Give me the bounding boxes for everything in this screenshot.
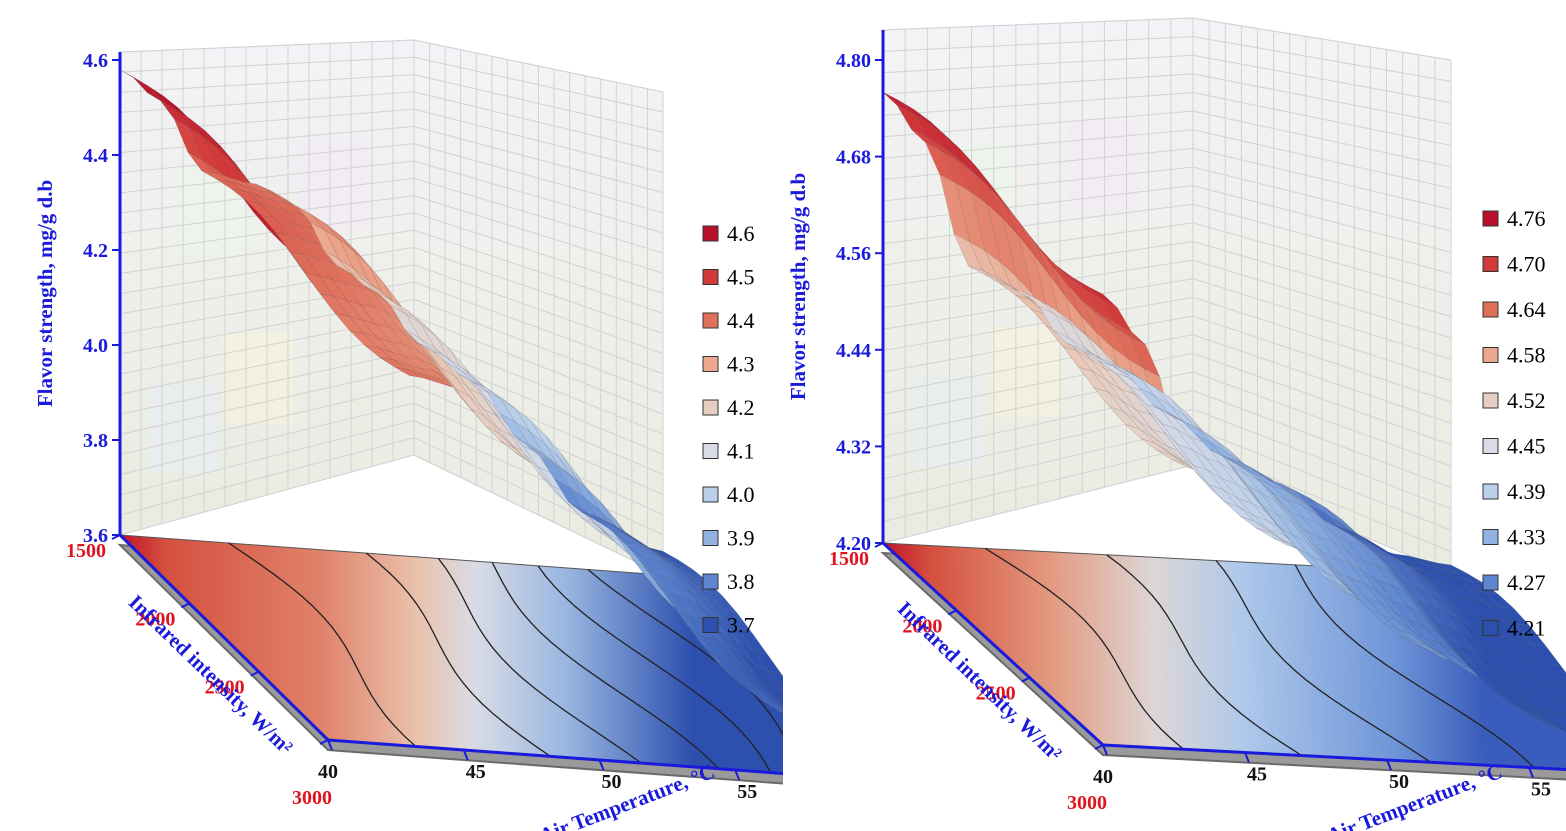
z-tick-label: 3.8	[83, 430, 108, 452]
x-tick-mark	[734, 769, 741, 781]
legend-label: 4.21	[1507, 616, 1546, 641]
legend-swatch	[1482, 483, 1499, 500]
surface-plot-1: 3.63.84.04.24.44.64045505560150020002500…	[33, 39, 783, 831]
x-tick-label: 55	[1531, 779, 1551, 801]
x-tick-label: 45	[1247, 764, 1267, 786]
x-tick-label: 40	[318, 761, 338, 783]
z-axis-title: Flavor strength, mg/g d.b	[33, 180, 57, 407]
y-tick-mark	[1094, 744, 1104, 750]
z-tick-label: 4.20	[836, 533, 871, 555]
legend-label: 4.52	[1507, 388, 1546, 413]
y-tick-mark	[319, 739, 329, 745]
legend-label: 4.76	[1507, 206, 1546, 231]
z-tick-label: 4.0	[83, 335, 108, 357]
y-tick-mark	[111, 534, 121, 540]
legend-swatch	[702, 486, 719, 503]
surface-plot-2: 4.204.324.444.564.684.804045505560150020…	[786, 17, 1566, 831]
legend-label: 4.2	[727, 395, 755, 420]
wall-shade	[991, 326, 1062, 417]
z-tick-label: 4.2	[83, 240, 108, 262]
legend-label: 4.58	[1507, 343, 1546, 368]
legend-swatch	[1482, 301, 1499, 318]
legend-label: 4.3	[727, 352, 755, 377]
y-tick-label: 3000	[1067, 792, 1107, 814]
legend-swatch	[702, 399, 719, 416]
y-tick-label: 2500	[205, 677, 245, 699]
z-tick-label: 4.44	[836, 340, 871, 362]
z-tick-label: 4.4	[83, 145, 108, 167]
legend-swatch	[702, 225, 719, 242]
chart-panel-right: 4.204.324.444.564.684.804045505560150020…	[783, 0, 1566, 831]
y-tick-label: 2000	[902, 615, 942, 637]
y-tick-mark	[250, 670, 260, 677]
z-tick-label: 4.32	[836, 436, 871, 458]
x-tick-label: 45	[466, 761, 486, 783]
z-tick-label: 4.6	[83, 50, 108, 72]
y-tick-label: 1500	[66, 540, 106, 562]
chart-panel-left: 3.63.84.04.24.44.64045505560150020002500…	[33, 39, 783, 831]
legend-swatch	[1482, 256, 1499, 272]
legend-swatch	[702, 617, 719, 633]
x-tick-label: 50	[602, 771, 622, 793]
surface-mesh	[119, 69, 783, 714]
legend-label: 4.0	[727, 482, 755, 507]
x-tick-mark	[327, 739, 333, 751]
legend-label: 4.70	[1507, 252, 1546, 277]
y-tick-mark	[1021, 676, 1031, 683]
legend-swatch	[702, 530, 719, 546]
legend-label: 4.6	[727, 221, 755, 246]
y-axis-line	[881, 541, 1105, 747]
x-tick-label: 55	[737, 781, 757, 803]
legend-swatch	[1482, 529, 1499, 545]
y-tick-label: 1500	[829, 548, 869, 570]
y-tick-mark	[947, 609, 957, 616]
legend-label: 3.9	[727, 526, 755, 551]
legend-swatch	[702, 269, 719, 285]
x-tick-label: 40	[1093, 766, 1113, 788]
legend-label: 4.5	[727, 265, 755, 290]
legend-label: 4.33	[1507, 525, 1546, 550]
surface-mesh	[882, 92, 1566, 733]
x-tick-mark	[1528, 767, 1534, 778]
legend-label: 4.27	[1507, 570, 1546, 595]
x-tick-mark	[598, 759, 605, 771]
legend-swatch	[1482, 210, 1499, 227]
x-tick-label: 50	[1389, 771, 1409, 793]
legend-swatch	[702, 573, 719, 590]
y-tick-label: 2000	[135, 608, 175, 630]
legend-swatch	[1482, 347, 1499, 363]
legend-swatch	[702, 443, 719, 459]
legend-label: 4.39	[1507, 479, 1546, 504]
legend-swatch	[702, 312, 719, 329]
x-tick-mark	[1102, 744, 1108, 756]
wall-grid	[882, 17, 1452, 574]
wall-grid	[119, 39, 664, 576]
y-tick-label: 2500	[976, 683, 1016, 705]
y-tick-label: 3000	[292, 787, 332, 809]
legend-label: 4.45	[1507, 434, 1546, 459]
z-tick-label: 4.80	[836, 50, 871, 72]
wall-shade	[149, 381, 220, 472]
z-tick-label: 4.56	[836, 243, 871, 265]
x-tick-mark	[462, 749, 469, 761]
z-tick-label: 4.68	[836, 147, 871, 169]
legend-label: 3.7	[727, 613, 755, 638]
z-axis-title: Flavor strength, mg/g d.b	[786, 173, 810, 400]
legend-label: 4.64	[1507, 297, 1546, 322]
y-axis-line	[118, 533, 330, 742]
legend-swatch	[1482, 392, 1499, 409]
legend-swatch	[1482, 620, 1499, 636]
legend-swatch	[1482, 438, 1499, 454]
legend-swatch	[702, 356, 719, 372]
z-tick-label: 3.6	[83, 525, 108, 547]
x-tick-mark	[1386, 759, 1392, 771]
legend-label: 4.4	[727, 308, 755, 333]
legend-swatch	[1482, 574, 1499, 591]
legend-label: 3.8	[727, 569, 755, 594]
y-tick-mark	[874, 542, 884, 548]
y-tick-mark	[180, 602, 190, 609]
x-tick-mark	[1244, 752, 1250, 763]
legend-label: 4.1	[727, 439, 755, 464]
